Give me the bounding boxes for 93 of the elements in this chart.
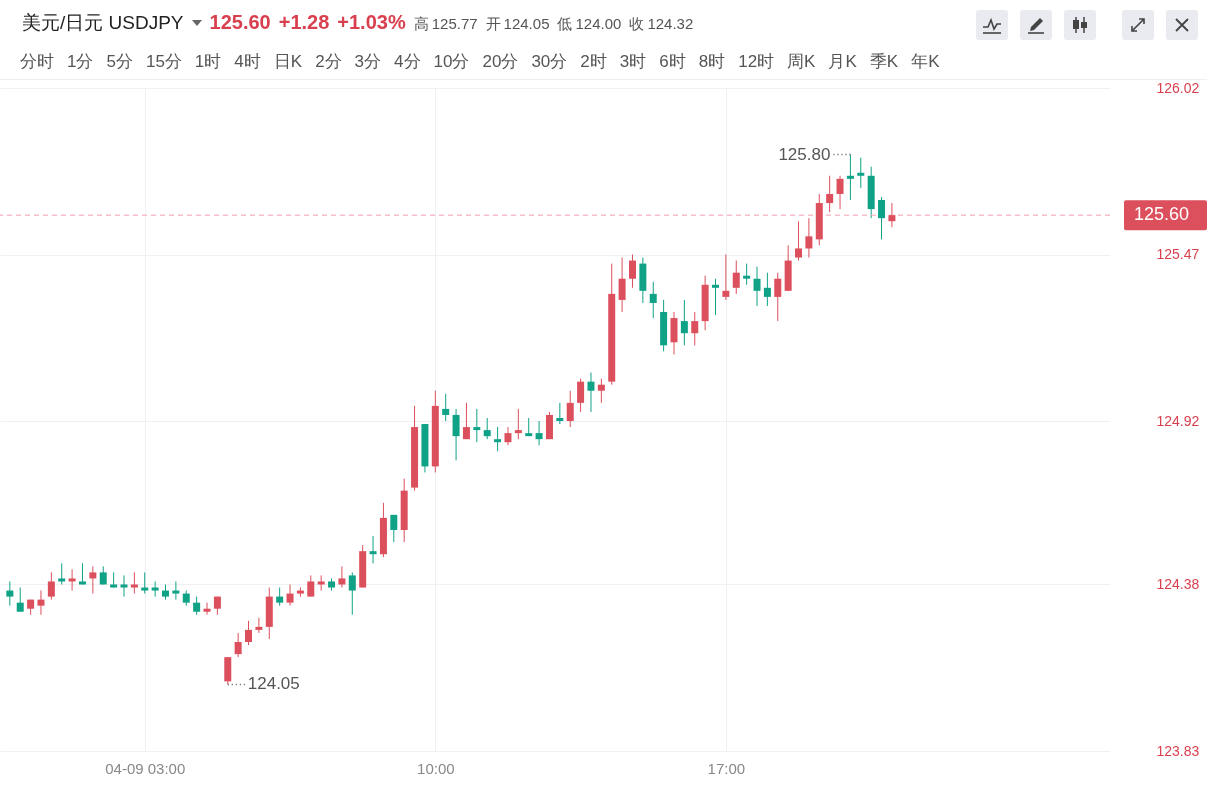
- text: 6时: [659, 51, 686, 73]
- candlestick: [151, 580, 159, 598]
- y-tick-label: 124.92: [1156, 412, 1200, 429]
- candlestick: [587, 372, 595, 413]
- candlestick: [255, 617, 263, 634]
- candlestick: [37, 590, 45, 616]
- candlestick: [649, 281, 657, 319]
- candlestick: [535, 420, 543, 446]
- candlestick: [795, 220, 803, 262]
- candlestick: [348, 571, 356, 616]
- candlestick: [774, 272, 782, 322]
- text: 日K: [273, 51, 303, 73]
- candlestick: [16, 587, 24, 613]
- candlestick: [732, 260, 740, 295]
- y-tick-label: 126.02: [1156, 79, 1200, 96]
- candlestick: [722, 254, 730, 301]
- text: 2分: [315, 51, 342, 73]
- text: 4分: [394, 51, 421, 73]
- candlestick: [234, 632, 242, 658]
- text: 30分: [531, 51, 568, 73]
- text: 4时: [234, 51, 261, 73]
- y-tick-label: 124.38: [1156, 575, 1200, 592]
- candlestick: [618, 257, 626, 313]
- candlestick: [462, 402, 470, 440]
- candlestick: [276, 587, 284, 607]
- candlestick: [628, 254, 636, 289]
- candlestick: [120, 574, 128, 598]
- candlestick: [130, 571, 138, 595]
- text: 12时: [738, 51, 775, 73]
- chart-title: 美元/日元 USDJPY: [22, 11, 184, 35]
- candlestick: [680, 299, 688, 346]
- candlestick: [753, 266, 761, 307]
- candlestick: [172, 580, 180, 601]
- candlestick: [89, 565, 97, 595]
- candlestick: [390, 514, 398, 543]
- text: 2时: [580, 51, 607, 73]
- x-tick-label: 10:00: [417, 759, 455, 777]
- x-tick-label: 17:00: [707, 759, 746, 777]
- candlestick: [805, 217, 813, 259]
- candlestick: [763, 272, 771, 307]
- candlestick: [338, 565, 346, 589]
- candlestick: [307, 574, 315, 598]
- x-tick-label: 04-09 03:00: [105, 759, 186, 777]
- text: 5分: [106, 51, 133, 73]
- text: 10分: [433, 51, 470, 73]
- candlestick: [836, 175, 844, 210]
- candlestick: [597, 378, 605, 404]
- candlestick: [826, 175, 834, 213]
- candlestick: [514, 408, 522, 440]
- candlestick: [743, 263, 751, 286]
- candlestick: [504, 426, 512, 446]
- candlestick: [857, 157, 865, 189]
- text: 分时: [20, 51, 54, 73]
- candlestick: [691, 311, 699, 346]
- text: 周K: [787, 51, 816, 73]
- text: 20分: [482, 51, 519, 73]
- text: 3时: [619, 51, 647, 73]
- candlestick: [494, 426, 502, 452]
- candlestick: [452, 408, 460, 461]
- text: 125.60 +1.28 +1.03% 高 125.77 开 124.05 低 124.00 收 124.32: [209, 11, 694, 33]
- text: 3分: [354, 51, 382, 73]
- candlestick: [245, 620, 253, 646]
- candlestick: [286, 583, 294, 607]
- annotation: 124.05: [247, 674, 300, 694]
- candlestick: [878, 196, 886, 240]
- text: 1时: [194, 51, 222, 73]
- candlestick: [566, 390, 574, 428]
- candlestick: [473, 408, 481, 443]
- annotation: 125.80: [778, 144, 831, 164]
- candlestick: [193, 596, 201, 616]
- candlestick: [577, 378, 585, 413]
- candlestick: [6, 580, 14, 607]
- text: 15分: [145, 51, 182, 73]
- ref-line-label: 125.60: [1134, 204, 1190, 225]
- candlestick: [442, 393, 450, 422]
- text: 月K: [828, 51, 857, 73]
- candlestick: [68, 568, 76, 592]
- y-tick-label: 125.47: [1156, 246, 1200, 263]
- candlestick: [203, 602, 211, 616]
- candlestick: [58, 562, 66, 585]
- candlestick: [483, 417, 491, 440]
- candlestick: [369, 535, 377, 564]
- candlestick: [556, 402, 564, 425]
- candlestick: [141, 571, 149, 595]
- candlestick: [846, 154, 854, 201]
- text: 年K: [911, 51, 940, 73]
- candlestick: [888, 202, 896, 228]
- candlestick: [47, 571, 55, 601]
- candlestick: [712, 278, 719, 316]
- y-tick-label: 123.83: [1156, 742, 1200, 759]
- text: 8时: [698, 51, 726, 73]
- text: 1分: [67, 51, 94, 73]
- text: 季K: [869, 51, 899, 73]
